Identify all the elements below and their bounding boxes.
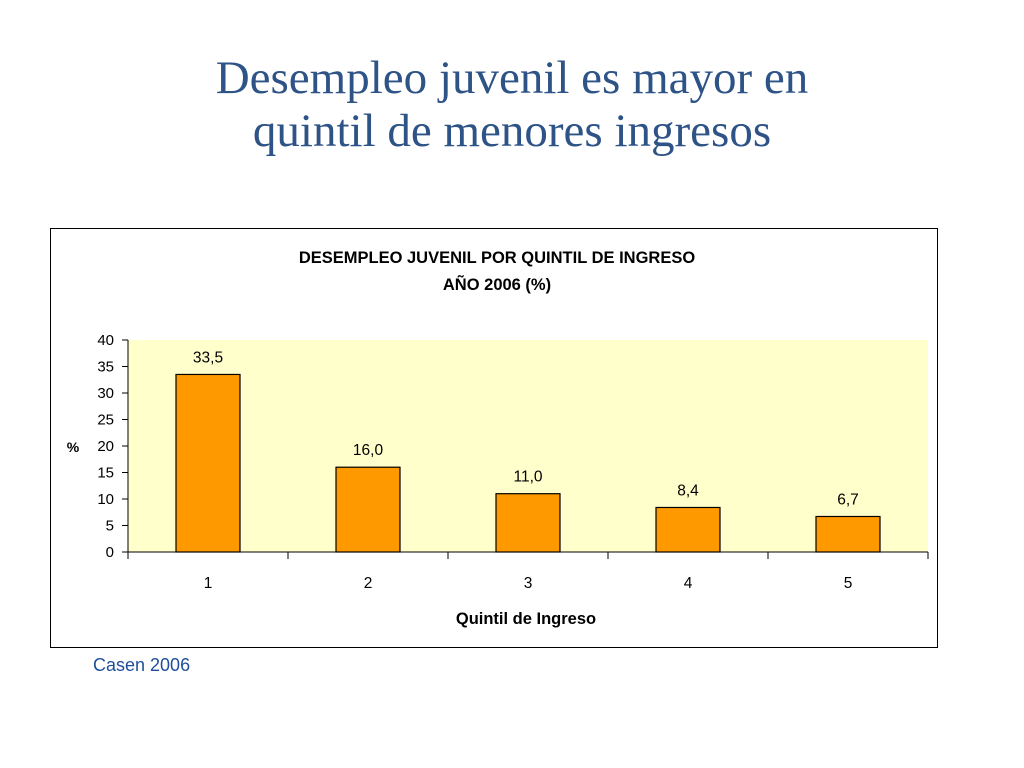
bar-quintil-4 — [655, 506, 721, 553]
bar-quintil-2 — [335, 466, 401, 553]
slide-title: Desempleo juvenil es mayor en quintil de… — [60, 52, 964, 158]
y-tick-label: 15 — [97, 465, 114, 482]
data-label: 6,7 — [837, 491, 859, 508]
x-tick-label: 5 — [844, 575, 853, 592]
slide-title-line-1: Desempleo juvenil es mayor en — [215, 52, 809, 104]
bar-quintil-5 — [815, 515, 881, 553]
y-tick-label: 35 — [97, 359, 114, 376]
x-tick-label: 1 — [204, 575, 213, 592]
y-tick-label: 40 — [97, 332, 114, 349]
bar-chart: DESEMPLEO JUVENIL POR QUINTIL DE INGRESO… — [67, 249, 929, 628]
data-label: 8,4 — [677, 482, 699, 499]
x-tick-label: 2 — [364, 575, 373, 592]
y-tick-label: 25 — [97, 412, 114, 429]
bar-quintil-1 — [175, 373, 241, 553]
x-tick-label: 4 — [684, 575, 693, 592]
data-label: 33,5 — [193, 349, 223, 366]
y-axis-label: % — [67, 439, 80, 455]
chart-subtitle: AÑO 2006 (%) — [443, 274, 551, 294]
y-tick-label: 0 — [106, 544, 114, 561]
y-tick-label: 20 — [97, 438, 114, 455]
source-note: Casen 2006 — [93, 655, 191, 675]
chart-title: DESEMPLEO JUVENIL POR QUINTIL DE INGRESO — [299, 249, 696, 267]
y-tick-label: 30 — [97, 385, 114, 402]
x-axis-label: Quintil de Ingreso — [456, 610, 596, 628]
y-tick-label: 10 — [97, 491, 114, 508]
data-label: 16,0 — [353, 442, 384, 459]
bar-quintil-3 — [495, 493, 561, 553]
y-tick-label: 5 — [106, 518, 114, 535]
x-tick-label: 3 — [524, 575, 533, 592]
data-label: 11,0 — [513, 469, 542, 486]
chart-frame: DESEMPLEO JUVENIL POR QUINTIL DE INGRESO… — [50, 228, 938, 648]
slide-title-line-2: quintil de menores ingresos — [252, 105, 772, 157]
